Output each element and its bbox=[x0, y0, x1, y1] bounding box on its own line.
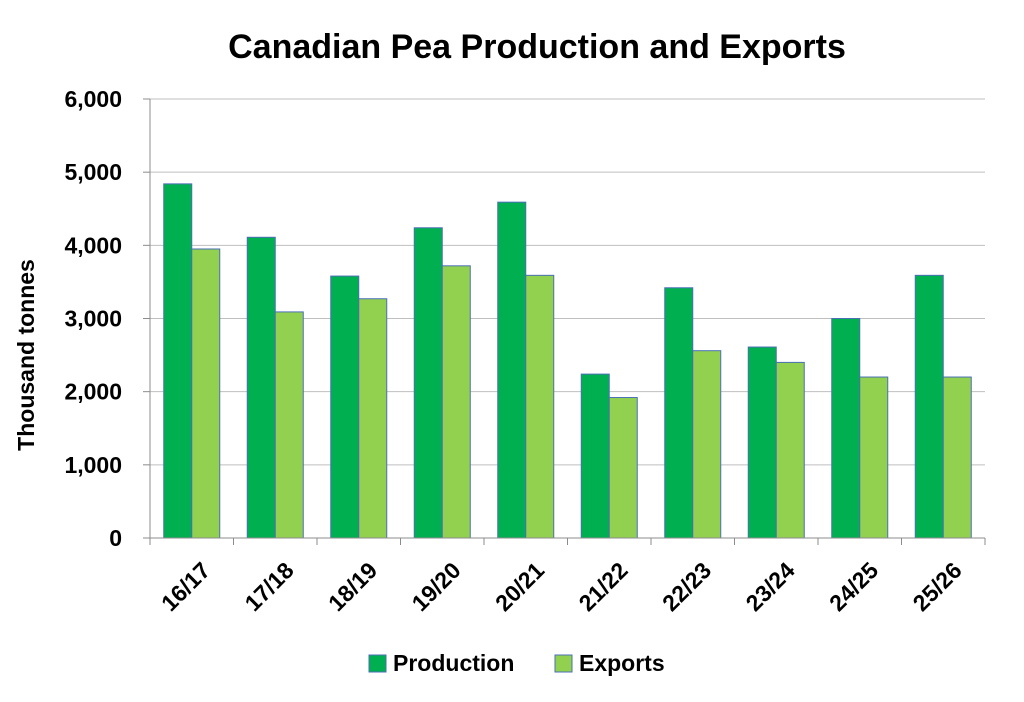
axes bbox=[149, 99, 986, 545]
y-tick-label: 6,000 bbox=[64, 86, 122, 112]
production-bar bbox=[580, 373, 610, 539]
legend-swatch-exports bbox=[554, 654, 573, 673]
y-tick-label: 0 bbox=[109, 525, 122, 551]
x-tick-label: 25/26 bbox=[908, 557, 967, 616]
y-axis-label: Thousand tonnes bbox=[13, 259, 39, 451]
production-bar bbox=[330, 275, 360, 539]
x-tick-label: 16/17 bbox=[156, 557, 215, 616]
x-tick-label: 21/22 bbox=[574, 557, 633, 616]
x-tick-label: 24/25 bbox=[824, 557, 883, 616]
y-tick-label: 3,000 bbox=[64, 306, 122, 332]
x-tick-label: 23/24 bbox=[741, 557, 800, 616]
legend-label-production: Production bbox=[393, 650, 514, 676]
exports-bar bbox=[358, 298, 388, 539]
x-tick-label: 19/20 bbox=[407, 557, 466, 616]
exports-bar bbox=[274, 311, 304, 539]
production-bar bbox=[413, 227, 443, 539]
y-tick-labels: 0 1,000 2,000 3,000 4,000 5,000 6,000 bbox=[64, 86, 122, 551]
production-bar bbox=[831, 318, 861, 539]
exports-bar bbox=[441, 265, 471, 539]
exports-bar bbox=[859, 376, 889, 539]
exports-bar bbox=[525, 274, 555, 539]
exports-bar bbox=[191, 248, 221, 539]
legend-label-exports: Exports bbox=[579, 650, 665, 676]
y-tick-label: 2,000 bbox=[64, 379, 122, 405]
legend: Production Exports bbox=[368, 650, 665, 676]
y-tick-label: 5,000 bbox=[64, 159, 122, 185]
bars bbox=[163, 183, 972, 539]
production-bar bbox=[246, 236, 276, 539]
exports-bar bbox=[608, 397, 638, 539]
legend-swatch-production bbox=[368, 654, 387, 673]
x-tick-label: 17/18 bbox=[240, 557, 299, 616]
y-tick-label: 4,000 bbox=[64, 232, 122, 258]
production-bar bbox=[914, 274, 944, 539]
chart-title: Canadian Pea Production and Exports bbox=[228, 28, 846, 66]
x-tick-label: 20/21 bbox=[490, 557, 549, 616]
production-bar bbox=[163, 183, 193, 539]
production-bar bbox=[747, 346, 777, 539]
y-tick-label: 1,000 bbox=[64, 452, 122, 478]
x-tick-label: 22/23 bbox=[657, 557, 716, 616]
exports-bar bbox=[775, 361, 805, 539]
exports-bar bbox=[942, 376, 972, 539]
x-tick-label: 18/19 bbox=[323, 557, 382, 616]
x-tick-labels: 16/17 17/18 18/19 19/20 20/21 21/22 22/23 23/24… bbox=[156, 557, 967, 616]
production-bar bbox=[497, 201, 527, 539]
exports-bar bbox=[692, 350, 722, 539]
production-bar bbox=[664, 287, 694, 539]
